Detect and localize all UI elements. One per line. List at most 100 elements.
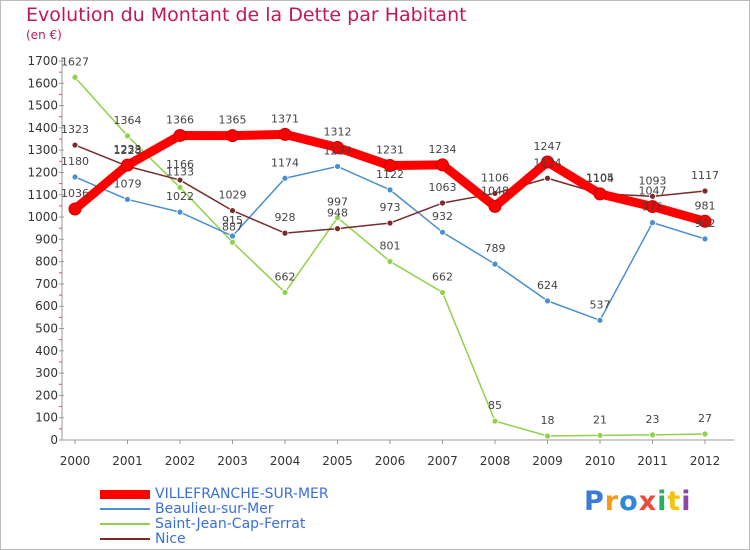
y-tick-label: 1500 — [27, 99, 58, 113]
data-label: 1036 — [61, 187, 89, 200]
logo-letter: P — [584, 486, 605, 517]
y-tick-label: 400 — [35, 344, 58, 358]
data-point — [121, 158, 134, 172]
data-label: 85 — [488, 399, 502, 412]
data-label: 1227 — [324, 144, 352, 157]
data-point — [331, 141, 344, 155]
data-point — [544, 174, 551, 182]
y-tick-label: 700 — [35, 277, 58, 291]
data-point — [71, 73, 79, 81]
data-label: 948 — [327, 207, 348, 220]
data-label: 1231 — [376, 144, 404, 157]
data-label: 1079 — [114, 177, 142, 190]
data-point — [386, 258, 394, 265]
legend-item: Nice — [100, 531, 186, 547]
data-point — [334, 214, 341, 222]
data-label: 1105 — [586, 172, 614, 185]
data-label: 18 — [541, 414, 555, 427]
data-label: 1627 — [61, 55, 89, 68]
x-tick-label: 2008 — [480, 454, 511, 468]
legend-label: Nice — [155, 531, 186, 547]
legend-label: Saint-Jean-Cap-Ferrat — [155, 516, 306, 532]
legend-item: Saint-Jean-Cap-Ferrat — [100, 516, 305, 532]
data-point — [229, 232, 236, 240]
data-label: 662 — [432, 270, 453, 283]
series-line-2 — [74, 76, 706, 437]
data-point — [334, 163, 341, 170]
data-label: 1133 — [166, 165, 194, 178]
data-label: 887 — [222, 220, 243, 233]
data-point — [491, 190, 499, 197]
data-label: 1029 — [219, 189, 247, 202]
x-tick-label: 2003 — [217, 454, 248, 468]
data-point — [386, 186, 394, 194]
data-label: 1365 — [219, 114, 247, 127]
legend-label: Beaulieu-sur-Mer — [155, 501, 274, 517]
data-point — [436, 158, 449, 172]
x-tick-label: 2012 — [690, 454, 721, 468]
data-label: 537 — [590, 298, 611, 311]
proxiti-logo: Proxiti — [584, 486, 692, 517]
data-point — [124, 196, 131, 203]
data-point — [176, 208, 184, 216]
y-tick-label: 900 — [35, 232, 58, 246]
logo-letter: o — [619, 486, 639, 517]
y-tick-label: 1600 — [27, 76, 58, 90]
data-point — [278, 127, 292, 141]
data-point — [383, 159, 397, 173]
data-point — [596, 431, 604, 439]
data-point — [439, 199, 446, 207]
data-point — [173, 128, 187, 142]
y-tick-label: 1100 — [27, 188, 58, 202]
data-point — [226, 129, 239, 143]
data-label: 1234 — [429, 143, 457, 156]
data-label: 932 — [432, 210, 453, 223]
data-label: 1166 — [166, 158, 194, 171]
y-tick-label: 100 — [35, 411, 58, 425]
data-point — [488, 199, 502, 213]
data-point — [229, 238, 236, 246]
data-point — [176, 176, 184, 184]
logo-letter: r — [604, 486, 620, 517]
data-label: 1366 — [166, 113, 194, 126]
x-tick-label: 2004 — [270, 454, 301, 468]
logo-letter: x — [638, 486, 658, 517]
data-point — [701, 430, 709, 438]
x-tick-label: 2001 — [112, 454, 143, 468]
data-label: 1093 — [639, 174, 667, 187]
y-tick-label: 500 — [35, 322, 58, 336]
logo-letter: i — [657, 486, 668, 517]
data-point — [71, 173, 79, 181]
x-tick-label: 2011 — [637, 454, 668, 468]
data-label: 1022 — [166, 190, 194, 203]
data-label: 1048 — [481, 184, 509, 197]
data-label: 928 — [275, 211, 296, 224]
data-label: 1117 — [691, 169, 719, 182]
data-label: 973 — [380, 201, 401, 214]
data-point — [649, 192, 656, 200]
data-point — [596, 316, 604, 324]
data-point — [649, 431, 656, 439]
data-label: 23 — [646, 413, 660, 426]
y-tick-label: 1000 — [27, 210, 58, 224]
data-point — [649, 219, 656, 227]
y-tick-label: 600 — [35, 299, 58, 313]
data-point — [176, 184, 184, 191]
chart-subtitle: (en €) — [26, 28, 62, 42]
data-label: 1174 — [271, 156, 299, 169]
logo-letter: t — [667, 486, 682, 517]
data-point — [701, 187, 709, 195]
data-point — [439, 289, 446, 296]
data-point — [124, 132, 131, 140]
data-point — [229, 207, 236, 214]
logo-letter: i — [681, 486, 692, 517]
data-point — [491, 260, 499, 268]
data-label: 1174 — [534, 156, 562, 169]
data-label: 915 — [222, 214, 243, 227]
data-label: 1371 — [271, 112, 299, 125]
data-label: 1063 — [429, 181, 457, 194]
data-point — [701, 235, 709, 243]
data-point — [281, 229, 289, 237]
legend-item: Beaulieu-sur-Mer — [100, 501, 274, 517]
data-label: 981 — [695, 199, 716, 212]
